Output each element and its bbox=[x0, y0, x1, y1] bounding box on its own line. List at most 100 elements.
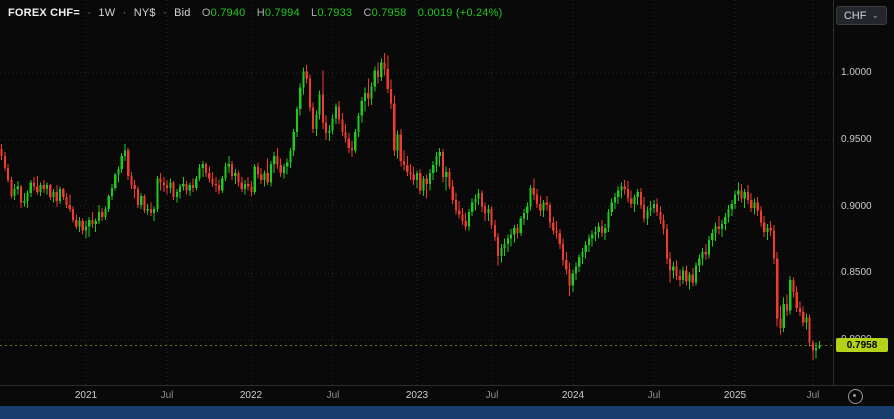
candle bbox=[535, 189, 539, 208]
candle bbox=[785, 294, 789, 316]
candle bbox=[354, 129, 357, 154]
candle bbox=[626, 181, 630, 203]
candle bbox=[149, 202, 152, 216]
candle bbox=[321, 70, 324, 130]
candle bbox=[81, 218, 84, 235]
candle bbox=[97, 205, 101, 224]
candle bbox=[578, 254, 581, 272]
candle bbox=[795, 286, 798, 312]
candle bbox=[646, 206, 649, 226]
candle bbox=[458, 201, 461, 219]
candle bbox=[694, 262, 698, 286]
high-value: 0.7994 bbox=[264, 7, 300, 19]
candle bbox=[234, 169, 237, 184]
candle bbox=[55, 185, 58, 207]
crosshair-target-icon[interactable] bbox=[848, 389, 863, 404]
candle bbox=[522, 209, 526, 226]
candle bbox=[191, 178, 195, 192]
candle bbox=[396, 130, 399, 159]
candle bbox=[240, 177, 243, 192]
candle bbox=[71, 206, 75, 223]
candle bbox=[295, 106, 299, 138]
candle bbox=[68, 194, 71, 212]
candle bbox=[331, 114, 334, 135]
candle bbox=[104, 206, 107, 220]
candle bbox=[65, 193, 68, 208]
last-price-badge: 0.7958 bbox=[836, 338, 888, 352]
price-axis-label: 0.9500 bbox=[841, 134, 872, 145]
symbol-selector-button[interactable]: CHF ⌄ bbox=[835, 6, 887, 25]
candle bbox=[669, 251, 672, 283]
candle bbox=[428, 169, 432, 191]
candle bbox=[227, 155, 230, 174]
candle bbox=[175, 189, 178, 203]
candle bbox=[286, 158, 289, 175]
candle bbox=[610, 198, 613, 216]
candle bbox=[276, 147, 279, 170]
candle bbox=[299, 83, 302, 116]
candle bbox=[552, 217, 555, 235]
high-label: H bbox=[256, 7, 265, 19]
candle bbox=[117, 166, 120, 183]
time-axis-label: 2023 bbox=[405, 390, 429, 401]
candle bbox=[587, 234, 591, 252]
candle bbox=[698, 254, 701, 272]
candle bbox=[201, 161, 204, 178]
candle bbox=[214, 177, 217, 192]
candle bbox=[509, 229, 513, 247]
candle bbox=[665, 223, 668, 264]
candle bbox=[487, 205, 490, 222]
separator-dot: · bbox=[122, 7, 127, 19]
candle bbox=[558, 229, 561, 250]
candle bbox=[656, 198, 659, 216]
candle bbox=[188, 182, 191, 196]
time-axis[interactable]: 2021 Jul 2022 Jul 2023 Jul 2024 Jul 2025 Jul bbox=[0, 385, 894, 407]
candle bbox=[802, 306, 805, 327]
candle bbox=[45, 182, 49, 195]
candle bbox=[513, 225, 516, 243]
candle bbox=[652, 199, 655, 214]
candle bbox=[243, 179, 247, 195]
candle bbox=[412, 166, 415, 186]
candle bbox=[422, 175, 425, 196]
candle bbox=[328, 125, 331, 142]
time-axis-label: 2024 bbox=[561, 390, 585, 401]
candle bbox=[474, 194, 477, 211]
candle bbox=[779, 305, 782, 335]
candle bbox=[409, 163, 412, 180]
candle bbox=[471, 198, 474, 216]
change-value: 0.0019 bbox=[417, 7, 453, 19]
candle bbox=[620, 182, 623, 199]
timeline-bar[interactable] bbox=[0, 406, 894, 419]
candle bbox=[435, 151, 438, 172]
candle bbox=[341, 113, 344, 136]
candle bbox=[217, 179, 221, 195]
candle bbox=[643, 197, 646, 223]
price-field-label: Bid bbox=[174, 7, 191, 19]
candle bbox=[237, 170, 240, 187]
candle bbox=[717, 215, 720, 235]
candle bbox=[415, 170, 419, 188]
candle bbox=[110, 183, 114, 200]
candle bbox=[363, 87, 367, 112]
open-value: 0.7940 bbox=[210, 7, 246, 19]
candle bbox=[480, 190, 483, 212]
candle bbox=[3, 151, 6, 171]
candle bbox=[130, 171, 133, 190]
candle bbox=[380, 58, 383, 82]
candle bbox=[730, 199, 733, 216]
candlestick-chart[interactable] bbox=[0, 0, 833, 385]
time-axis-label: 2025 bbox=[723, 390, 747, 401]
symbol-name: FOREX CHF= bbox=[8, 7, 80, 19]
candle bbox=[23, 193, 26, 207]
candle bbox=[766, 223, 769, 240]
candle bbox=[419, 169, 422, 195]
candle bbox=[519, 215, 522, 236]
candle bbox=[753, 198, 756, 215]
candle bbox=[759, 206, 763, 227]
candle bbox=[402, 150, 406, 171]
candle bbox=[526, 202, 529, 220]
candle bbox=[720, 219, 724, 238]
